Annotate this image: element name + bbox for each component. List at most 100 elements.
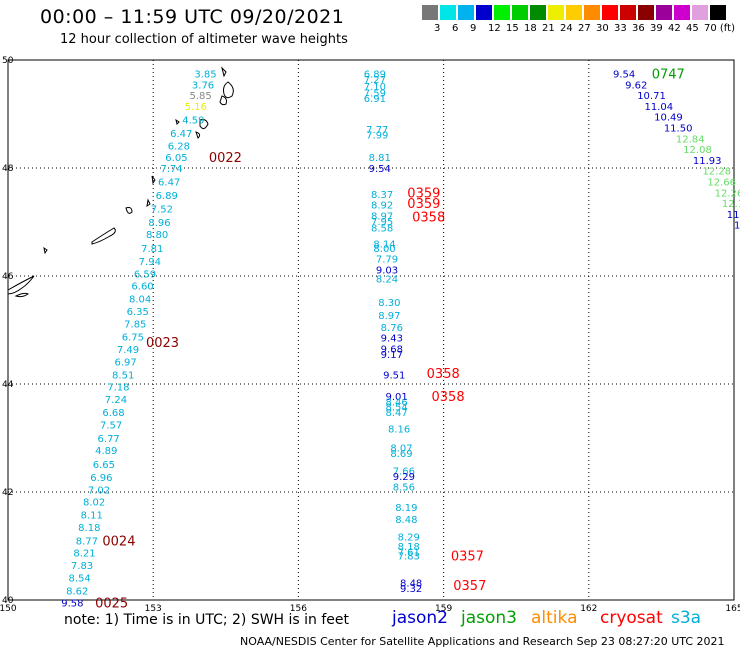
wave-height-reading: 8.14 [373, 240, 395, 251]
island-shape [125, 207, 133, 214]
color-swatch [638, 5, 654, 20]
color-scale-label: 30 [596, 23, 609, 34]
wave-height-reading: 8.54 [386, 403, 408, 414]
wave-height-reading: 8.18 [398, 542, 420, 553]
wave-height-reading: 8.97 [371, 212, 393, 223]
wave-height-reading: 3.76 [192, 80, 214, 91]
chart-title: 00:00 – 11:59 UTC 09/20/2021 [40, 6, 345, 28]
wave-height-reading: 7.18 [107, 383, 129, 394]
pass-time-label: 0022 [209, 151, 242, 166]
wave-height-reading: 7.83 [398, 552, 420, 563]
island-shape [146, 198, 151, 208]
pass-time-label: 0359 [407, 197, 440, 212]
wave-height-reading: 4.59 [182, 115, 204, 126]
island-shape [151, 175, 156, 185]
wave-height-reading: 6.89 [364, 70, 386, 81]
color-scale-label: 33 [614, 23, 627, 34]
wave-height-reading: 8.00 [373, 244, 395, 255]
wave-height-reading: 6.35 [127, 307, 149, 318]
wave-height-reading: 12.28 [703, 167, 732, 178]
color-scale-label: 27 [578, 23, 591, 34]
wave-height-reading: 8.30 [378, 298, 400, 309]
wave-height-reading: 8.07 [390, 444, 412, 455]
legend-s3a: s3a [671, 608, 702, 628]
wave-height-reading: 6.47 [158, 178, 180, 189]
wave-height-reading: 6.05 [165, 153, 187, 164]
wave-height-reading: 7.57 [100, 421, 122, 432]
wave-height-reading: 5.16 [185, 102, 207, 113]
wave-height-reading: 7.79 [376, 255, 398, 266]
wave-height-reading: 6.89 [156, 191, 178, 202]
wave-height-reading: 8.16 [388, 424, 410, 435]
wave-height-reading: 8.11 [81, 511, 103, 522]
wave-height-reading: 8.77 [76, 537, 98, 548]
wave-height-reading: 9.51 [383, 370, 405, 381]
wave-height-reading: 8.92 [371, 201, 393, 212]
pass-time-label: 0025 [95, 597, 128, 612]
island-shape [175, 118, 180, 125]
wave-height-reading: 8.58 [371, 223, 393, 234]
island-shape [219, 95, 227, 106]
color-swatch [530, 5, 546, 20]
lat-tick-label: 40 [2, 596, 14, 606]
wave-height-reading: 11.50 [664, 124, 693, 135]
wave-height-reading: 11.04 [644, 102, 673, 113]
wave-height-reading: 10.71 [637, 91, 666, 102]
wave-height-reading: 9.62 [625, 80, 647, 91]
wave-height-reading: 8.48 [395, 515, 417, 526]
island-shape [14, 292, 29, 298]
wave-height-reading: 9.54 [613, 70, 635, 81]
wave-height-reading: 7.59 [364, 88, 386, 99]
wave-height-reading: 7.27 [364, 75, 386, 86]
color-scale-label: 45 [686, 23, 699, 34]
color-swatch [656, 5, 672, 20]
pass-time-label: 0357 [451, 550, 484, 565]
color-scale-label: 6 [452, 23, 459, 34]
color-swatch [584, 5, 600, 20]
footer-note: note: 1) Time is in UTC; 2) SWH is in fe… [64, 612, 350, 628]
color-scale-label: 24 [560, 23, 573, 34]
lat-tick-label: 44 [2, 380, 14, 390]
wave-height-reading: 8.24 [376, 275, 398, 286]
wave-height-reading: 9.32 [400, 584, 422, 595]
pass-time-label: 0747 [652, 68, 685, 83]
wave-height-reading: 5.85 [190, 91, 212, 102]
wave-height-reading: 7.10 [364, 82, 386, 93]
color-swatch [566, 5, 582, 20]
chart-subtitle: 12 hour collection of altimeter wave hei… [60, 32, 348, 47]
wave-height-reading: 10.2 [739, 232, 740, 243]
island-shape [221, 66, 227, 78]
color-scale-label: 9 [470, 23, 477, 34]
island-shape [195, 131, 201, 139]
wave-height-reading: 6.75 [122, 332, 144, 343]
pass-time-label: 0357 [453, 579, 486, 594]
wave-height-reading: 8.96 [148, 218, 170, 229]
coastline-kuril-islands [7, 66, 234, 298]
wave-height-reading: 12.08 [683, 145, 712, 156]
wave-height-reading: 8.76 [381, 323, 403, 334]
wave-height-reading: 3.85 [194, 70, 216, 81]
color-swatch [458, 5, 474, 20]
lat-lon-grid [8, 60, 734, 600]
wave-height-reading: 8.04 [129, 295, 151, 306]
color-scale-label: 39 [650, 23, 663, 34]
color-scale-label: 21 [542, 23, 555, 34]
legend-cryosat: cryosat [600, 608, 663, 628]
pass-time-label: 0359 [407, 186, 440, 201]
legend-jason3: jason3 [461, 608, 517, 628]
lat-tick-label: 50 [2, 56, 14, 66]
lon-tick-label: 153 [145, 604, 162, 614]
wave-height-reading: 6.65 [93, 460, 115, 471]
wave-height-reading: 7.52 [151, 205, 173, 216]
wave-height-reading: 12.84 [676, 134, 705, 145]
wave-height-reading: 7.49 [117, 345, 139, 356]
wave-height-reading: 6.47 [170, 129, 192, 140]
wave-height-reading: 7.83 [71, 561, 93, 572]
lon-tick-label: 162 [580, 604, 597, 614]
pass-time-label: 0024 [102, 535, 135, 550]
color-swatch [674, 5, 690, 20]
wave-height-reading: 6.59 [134, 269, 156, 280]
island-shape [43, 246, 48, 255]
lon-tick-label: 165 [725, 604, 740, 614]
